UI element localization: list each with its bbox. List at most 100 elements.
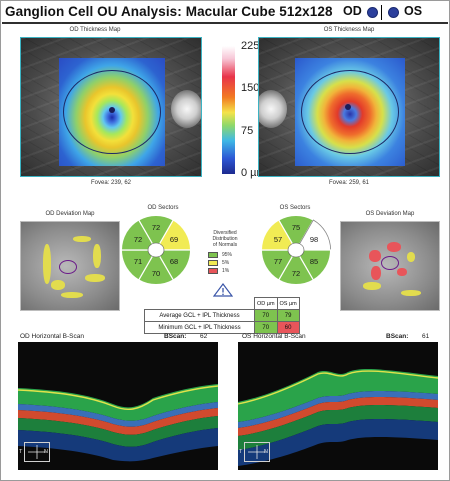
od-deviation-speck — [85, 274, 105, 282]
os-sector-bottom-left-value: 77 — [274, 257, 282, 266]
os-deviation-speck — [401, 290, 421, 296]
od-sector-top-left — [120, 219, 158, 251]
legend-swatch-95 — [208, 252, 218, 258]
os-thickness-map[interactable] — [258, 37, 440, 177]
os-sector-top-left-value: 57 — [274, 235, 282, 244]
os-deviation-speck — [387, 242, 401, 252]
minimum-thickness-os: 60 — [276, 321, 300, 334]
average-thickness-od: 70 — [254, 309, 278, 322]
os-orient-n: N — [264, 449, 268, 455]
scale-label-225: 225 — [241, 40, 260, 52]
minimum-thickness-label: Minimum GCL + IPL Thickness — [144, 321, 255, 334]
os-measurement-ellipse — [301, 70, 399, 154]
od-bscan-number: 62 — [200, 333, 208, 340]
legend-title: Diversified Distribution of Normals — [209, 230, 241, 248]
os-deviation-fovea-ring — [381, 256, 399, 270]
legend-title-line: Distribution — [212, 236, 238, 242]
od-sector-top-value: 72 — [152, 223, 160, 232]
od-sector-top-left-value: 72 — [134, 235, 142, 244]
os-sector-bottom-value: 72 — [292, 269, 300, 278]
os-bscan-label: BScan: — [386, 333, 409, 340]
od-orient-n: N — [44, 449, 48, 455]
os-optic-disc — [259, 90, 287, 128]
table-corner — [145, 298, 255, 310]
report-header: Ganglion Cell OU Analysis: Macular Cube … — [3, 3, 447, 21]
os-label: OS — [404, 4, 423, 18]
od-thickness-map[interactable] — [20, 37, 202, 177]
od-orient-arrows-icon — [28, 445, 46, 459]
od-deviation-speck — [51, 280, 65, 290]
scale-label-150: 150 — [241, 82, 260, 94]
od-dot-icon — [367, 7, 378, 18]
os-bscan-layers — [238, 369, 438, 466]
warning-icon — [213, 283, 233, 297]
legend-label-1: 1% — [222, 268, 230, 274]
os-deviation-speck — [363, 282, 381, 290]
od-deviation-speck — [61, 292, 83, 298]
od-thickness-map-title: OD Thickness Map — [69, 27, 121, 33]
table-row: Minimum GCL + IPL Thickness 70 60 — [144, 321, 300, 334]
od-deviation-speck — [43, 244, 51, 284]
od-sector-bottom-value: 70 — [152, 269, 160, 278]
legend-swatch-5 — [208, 260, 218, 266]
od-bscan-layers — [18, 384, 218, 462]
os-sector-top-right-value: 98 — [310, 235, 318, 244]
od-deviation-map-title: OD Deviation Map — [45, 211, 95, 217]
od-sectors-title: OD Sectors — [147, 205, 179, 211]
od-deviation-speck — [73, 236, 91, 242]
table-row: Average GCL + IPL Thickness 70 79 — [144, 309, 300, 322]
legend-swatch-1 — [208, 268, 218, 274]
os-sector-bottom-right-value: 85 — [310, 257, 318, 266]
legend-label-95: 95% — [222, 252, 233, 258]
os-dot-icon — [388, 7, 399, 18]
od-measurement-ellipse — [63, 70, 161, 154]
od-bscan-image[interactable]: T N — [18, 342, 218, 470]
os-sector-top-left — [260, 219, 298, 251]
legend-title-line: Diversified — [213, 230, 237, 236]
os-deviation-speck — [397, 268, 407, 276]
od-fovea-coords: Fovea: 239, 62 — [90, 180, 132, 186]
average-thickness-label: Average GCL + IPL Thickness — [144, 309, 255, 322]
os-orient-t: T — [239, 449, 243, 455]
gcl-ipl-results-table: OD µm OS µm Average GCL + IPL Thickness … — [144, 297, 300, 334]
os-sectors-title: OS Sectors — [279, 205, 311, 211]
od-um-header: OD µm — [254, 297, 278, 310]
os-sector-top-value: 75 — [292, 223, 300, 232]
os-deviation-speck — [407, 252, 415, 262]
os-bscan-title: OS Horizontal B-Scan — [242, 333, 306, 340]
scale-label-75: 75 — [241, 125, 254, 137]
od-bscan-title: OD Horizontal B-Scan — [20, 333, 84, 340]
os-deviation-map[interactable] — [340, 221, 440, 311]
os-deviation-speck — [369, 250, 381, 262]
od-deviation-speck — [93, 244, 101, 268]
os-sector-center — [287, 242, 305, 258]
legend-title-line: of Normals — [212, 242, 238, 248]
os-fovea-coords: Fovea: 259, 61 — [328, 180, 370, 186]
os-bscan-image[interactable]: T N — [238, 342, 438, 470]
od-label: OD — [343, 4, 362, 18]
os-thickness-map-title: OS Thickness Map — [323, 27, 375, 33]
os-um-header: OS µm — [276, 297, 300, 310]
header-rule — [2, 22, 448, 24]
minimum-thickness-od: 70 — [254, 321, 278, 334]
od-fovea-marker — [109, 107, 115, 113]
od-orient-t: T — [19, 449, 23, 455]
os-deviation-speck — [371, 266, 381, 280]
legend-label-5: 5% — [222, 260, 230, 266]
thickness-color-scale — [222, 46, 235, 174]
od-sectors-chart: 72 69 68 70 71 72 — [120, 214, 192, 286]
os-deviation-map-title: OS Deviation Map — [365, 211, 415, 217]
table-header-row: OD µm OS µm — [145, 297, 300, 310]
os-sectors-chart: 75 98 85 72 77 57 — [260, 214, 332, 286]
average-thickness-os: 79 — [276, 309, 300, 322]
od-deviation-map[interactable] — [20, 221, 120, 311]
header-separator — [381, 5, 382, 20]
od-sector-bottom-left-value: 71 — [134, 257, 142, 266]
od-optic-disc — [171, 90, 201, 128]
od-bscan-label: BScan: — [164, 333, 187, 340]
os-bscan-number: 61 — [422, 333, 430, 340]
report-title: Ganglion Cell OU Analysis: Macular Cube … — [5, 4, 333, 19]
os-fovea-marker — [345, 104, 351, 110]
os-orient-arrows-icon — [248, 445, 266, 459]
os-orientation-box: T N — [239, 442, 270, 462]
